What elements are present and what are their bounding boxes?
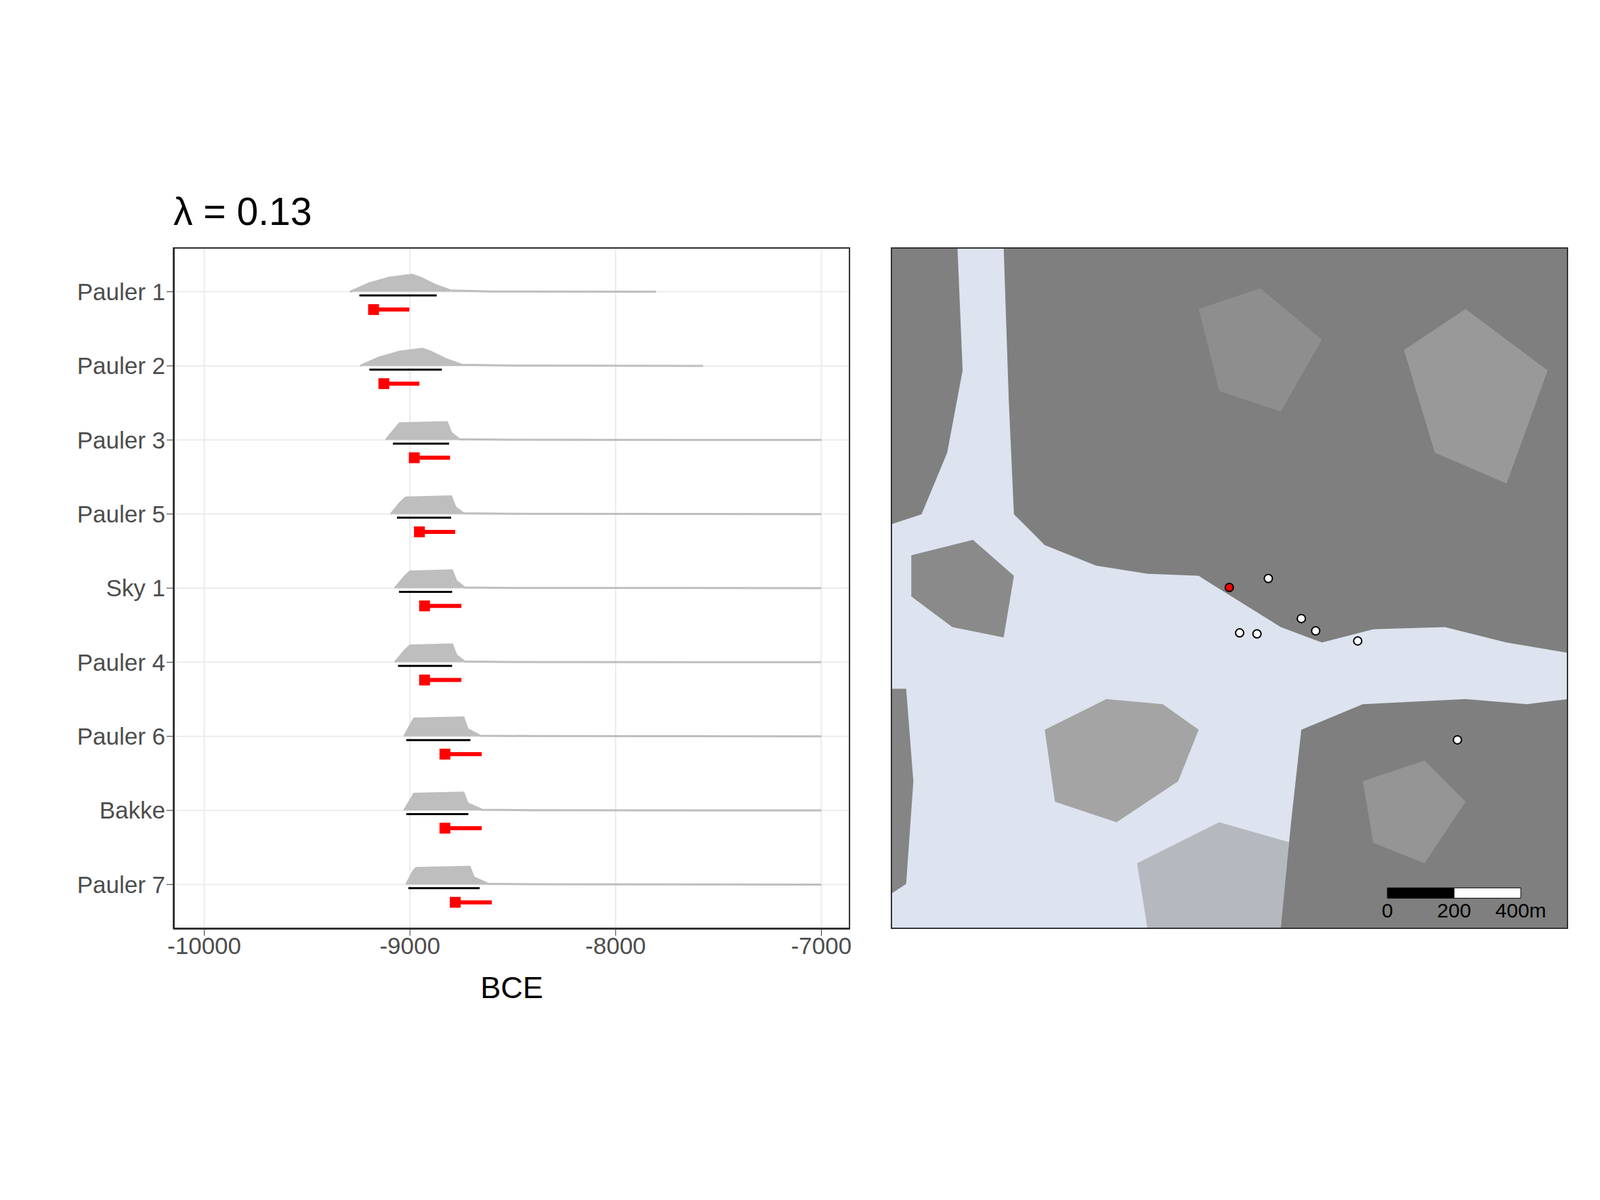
svg-text:-8000: -8000 bbox=[585, 932, 647, 959]
svg-text:BCE: BCE bbox=[480, 970, 544, 1005]
svg-text:Pauler 2: Pauler 2 bbox=[77, 352, 166, 379]
svg-text:Pauler 3: Pauler 3 bbox=[77, 426, 166, 454]
svg-text:Pauler 5: Pauler 5 bbox=[77, 500, 166, 528]
svg-text:-10000: -10000 bbox=[167, 932, 242, 959]
html-text:λ = 0.13: λ = 0.13 bbox=[173, 189, 312, 234]
svg-text:Pauler 7: Pauler 7 bbox=[77, 871, 166, 898]
svg-text:0: 0 bbox=[1381, 898, 1394, 922]
svg-text:200: 200 bbox=[1437, 898, 1472, 922]
svg-text:-7000: -7000 bbox=[791, 932, 853, 959]
svg-text:Pauler 1: Pauler 1 bbox=[77, 278, 166, 305]
svg-text:-9000: -9000 bbox=[379, 932, 441, 959]
svg-text:Bakke: Bakke bbox=[99, 796, 166, 824]
svg-text:Sky 1: Sky 1 bbox=[105, 574, 166, 601]
svg-text:Pauler 4: Pauler 4 bbox=[77, 648, 166, 676]
svg-text:Pauler 6: Pauler 6 bbox=[77, 722, 166, 750]
svg-text:400m: 400m bbox=[1495, 898, 1547, 922]
